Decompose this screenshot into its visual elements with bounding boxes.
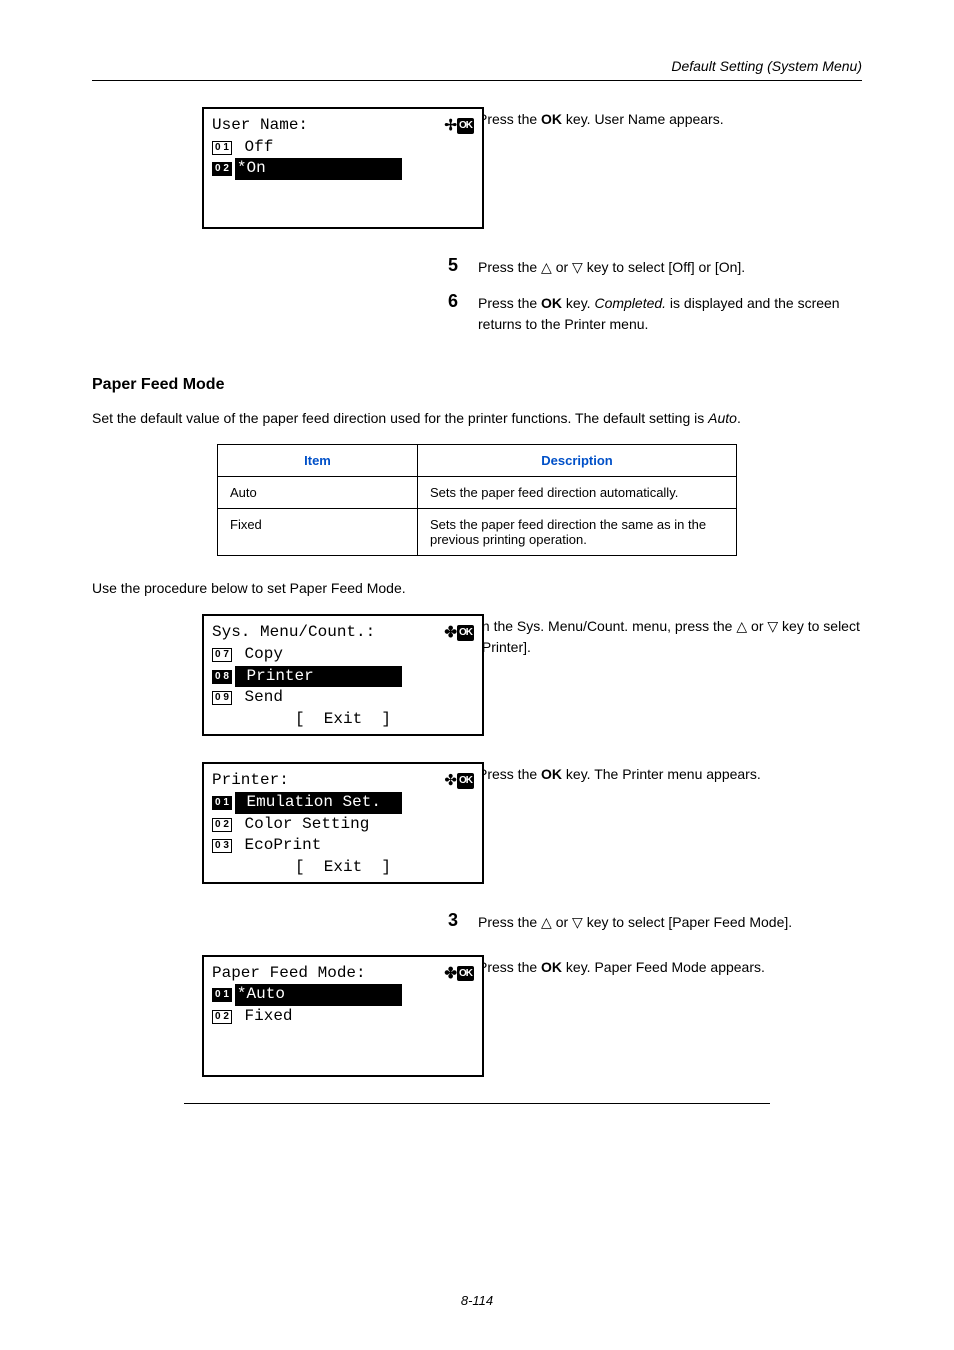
running-header: Default Setting (System Menu)	[92, 58, 862, 74]
table-row: Fixed Sets the paper feed direction the …	[218, 509, 737, 556]
procedure-intro: Use the procedure below to set Paper Fee…	[92, 578, 862, 598]
proc-step-2: 2 Press the OK key. The Printer menu app…	[448, 762, 862, 784]
page-number: 8-114	[0, 1293, 954, 1308]
lcd-printer: ✤OK Printer: 0 1 Emulation Set. 0 2 Colo…	[202, 762, 484, 884]
table-row: Auto Sets the paper feed direction autom…	[218, 477, 737, 509]
intro-paragraph: Set the default value of the paper feed …	[92, 408, 862, 428]
proc-step-3: 3 Press the or key to select [Paper Feed…	[448, 910, 862, 932]
section-heading: Paper Feed Mode	[92, 376, 862, 394]
step-6: 6 Press the OK key. Completed. is displa…	[448, 291, 862, 334]
table-header-description: Description	[418, 445, 737, 477]
footer-rule	[184, 1103, 770, 1104]
step-5: 5 Press the or key to select [Off] or [O…	[448, 255, 862, 277]
step-4: 4 Press the OK key. User Name appears.	[448, 107, 862, 129]
description-table: Item Description Auto Sets the paper fee…	[217, 444, 737, 556]
proc-step-4: 4 Press the OK key. Paper Feed Mode appe…	[448, 955, 862, 977]
lcd-sys-menu: ✤OK Sys. Menu/Count.: 0 7 Copy 0 8 Print…	[202, 614, 484, 736]
proc-step-1: 1 In the Sys. Menu/Count. menu, press th…	[448, 614, 862, 657]
lcd-user-name: ✢OK User Name: 0 1 Off 0 2*On	[202, 107, 484, 229]
lcd-paper-feed: ✤OK Paper Feed Mode: 0 1*Auto 0 2 Fixed	[202, 955, 484, 1077]
header-rule	[92, 80, 862, 81]
table-header-item: Item	[218, 445, 418, 477]
